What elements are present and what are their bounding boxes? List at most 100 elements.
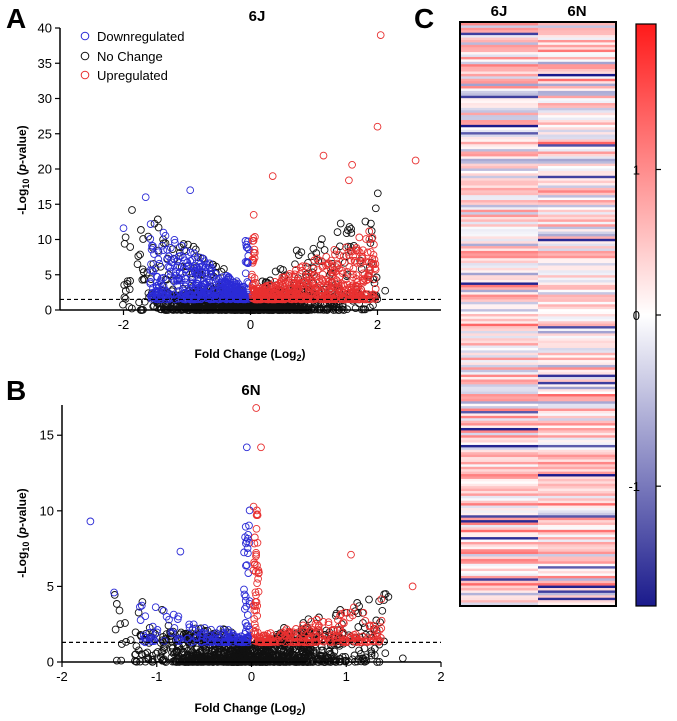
scatter-point (259, 294, 268, 303)
heatmap-cell-6n (538, 284, 615, 288)
scatter-point (291, 260, 299, 269)
heatmap-cell-6n (538, 377, 615, 380)
scatter-point (269, 657, 278, 665)
heatmap-cell-6j (461, 369, 538, 373)
heatmap-cell-6j (461, 364, 538, 368)
plot-title-6j: 6J (249, 8, 266, 25)
scatter-point (354, 623, 363, 631)
scatter-point (144, 232, 153, 241)
scatter-point (249, 236, 258, 245)
heatmap-cell-6j (461, 197, 538, 201)
heatmap-cell-6n (538, 120, 615, 123)
heatmap-cell-6n (538, 180, 615, 184)
scatter-point (251, 233, 259, 241)
heatmap-cell-6n (538, 178, 615, 181)
heatmap-cell-6j (461, 423, 538, 426)
heatmap-cell-6j (461, 56, 538, 60)
scatter-point (304, 279, 313, 288)
scatter-point (365, 227, 374, 236)
y-tick-label: 0 (47, 655, 54, 670)
scatter-point (352, 258, 361, 267)
heatmap-cell-6j (461, 73, 538, 77)
scatter-point (242, 443, 251, 452)
y-axis-label-6j: -Log10 (p-value) (15, 125, 31, 214)
legend-marker-upregulated (80, 70, 90, 80)
heatmap-cell-6n (538, 340, 615, 344)
scatter-point (337, 610, 346, 618)
heatmap-cell-6n (538, 136, 615, 140)
scatter-point (197, 282, 206, 291)
scatter-point (126, 277, 134, 285)
heatmap-cell-6n (538, 590, 615, 594)
scatter-point (179, 253, 187, 262)
heatmap-cell-6j (461, 54, 538, 58)
legend-entry-no-change: No Change (80, 49, 163, 64)
heatmap-cell-6n (538, 175, 615, 179)
heatmap-cell-6j (461, 420, 538, 424)
heatmap-cell-6j (461, 541, 538, 545)
heatmap-cell-6n (538, 394, 615, 397)
scatter-point (376, 618, 384, 627)
scatter-point (166, 290, 175, 299)
scatter-point (244, 549, 252, 558)
scatter-point (110, 588, 118, 597)
scatter-point (322, 276, 330, 284)
scatter-point (354, 636, 363, 645)
heatmap-cell-6j (461, 134, 538, 138)
heatmap-cell-6n (538, 352, 615, 356)
heatmap-cell-6j (461, 430, 538, 434)
scatter-point (121, 233, 130, 242)
heatmap-cell-6j (461, 149, 538, 152)
scatter-point (328, 271, 337, 280)
heatmap-cell-6j (461, 27, 538, 31)
heatmap-cell-6j (461, 411, 538, 414)
heatmap-cell-6j (461, 459, 538, 463)
heatmap-cell-6n (538, 151, 615, 155)
heatmap-cell-6j (461, 556, 538, 560)
heatmap-cell-6n (538, 93, 615, 97)
heatmap-cell-6j (461, 415, 538, 419)
scatter-point (293, 276, 302, 285)
heatmap-cell-6j (461, 418, 538, 421)
heatmap-cell-6n (538, 500, 615, 504)
scatter-point (330, 245, 339, 254)
heatmap-cell-6j (461, 469, 538, 472)
heatmap-cell-6n (538, 595, 615, 599)
scatter-point (196, 287, 204, 296)
heatmap-cell-6j (461, 297, 538, 300)
scatter-point (311, 620, 320, 628)
heatmap-cell-6n (538, 204, 615, 208)
scatter-point (253, 601, 262, 610)
heatmap-cell-6n (538, 343, 615, 346)
heatmap-cell-6n (538, 314, 615, 317)
heatmap-cell-6n (538, 457, 615, 460)
scatter-point (158, 605, 166, 614)
heatmap-cell-6j (461, 90, 538, 94)
scatter-point (313, 265, 322, 274)
heatmap-cell-6j (461, 253, 538, 257)
heatmap-cell-6n (538, 202, 615, 206)
scatter-point (201, 652, 209, 661)
heatmap-cell-6n (538, 481, 615, 485)
scatter-point (186, 248, 195, 257)
heatmap-cell-6j (461, 243, 538, 247)
scatter-point (253, 561, 261, 570)
scatter-point (371, 285, 380, 293)
scatter-point (240, 585, 248, 594)
heatmap-cell-6j (461, 318, 538, 322)
scatter-point (318, 276, 327, 284)
scatter-point (279, 266, 287, 274)
heatmap-cell-6j (461, 294, 538, 298)
scatter-point (166, 272, 175, 281)
scatter-point (197, 295, 205, 304)
scatter-point (194, 269, 202, 277)
heatmap-cell-6j (461, 532, 538, 535)
y-ticks-6n: 0 5 10 15 (40, 428, 62, 670)
scatter-point (211, 647, 219, 656)
scatter-point (147, 260, 155, 269)
scatter-point (266, 645, 275, 654)
scatter-point (132, 642, 141, 650)
scatter-point (321, 636, 330, 644)
scatter-point (253, 579, 261, 588)
heatmap-cell-6j (461, 170, 538, 174)
